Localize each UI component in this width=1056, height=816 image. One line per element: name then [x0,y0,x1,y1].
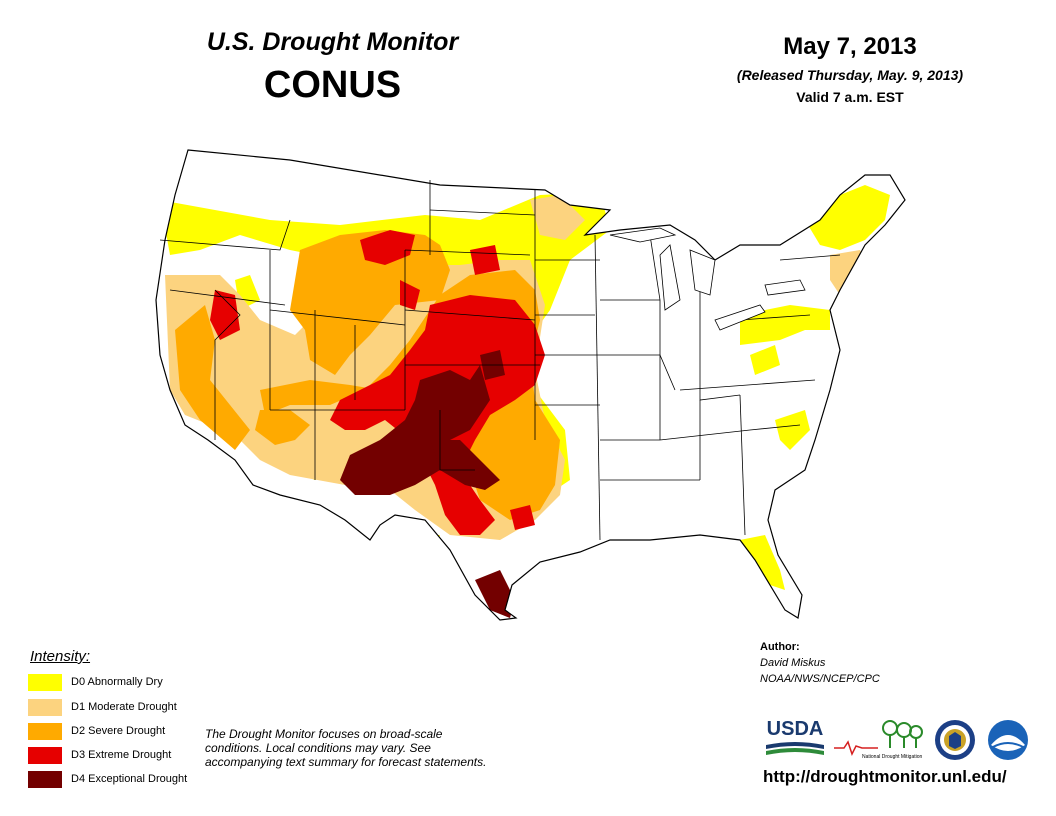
release-date: (Released Thursday, May. 9, 2013) [736,67,964,83]
legend-swatch-d0 [28,674,62,691]
legend-label-d1: D1 Moderate Drought [71,701,177,713]
drought-map [140,140,940,630]
author-heading: Author: [760,641,800,653]
ndmc-logo-text: National Drought Mitigation Center [862,754,924,760]
noaa-logo-icon [987,719,1029,761]
region-title: CONUS [263,64,402,106]
legend-swatch-d3 [28,747,62,764]
state-boundaries [159,180,841,541]
legend-label-d0: D0 Abnormally Dry [71,676,163,688]
legend-swatch-d4 [28,771,62,788]
doc-seal-icon [934,719,976,761]
legend-label-d4: D4 Exceptional Drought [71,773,188,785]
map-title: U.S. Drought Monitor [206,28,459,56]
legend-title: Intensity: [30,648,91,665]
legend-label-d3: D3 Extreme Drought [71,749,172,761]
legend-swatch-d2 [28,723,62,740]
drought-d4-areas [340,350,515,618]
usda-logo: USDA [766,718,824,762]
usda-logo-text: USDA [766,718,824,740]
disclaimer-text: The Drought Monitor focuses on broad-sca… [205,727,487,769]
map-date: May 7, 2013 [783,33,917,60]
website-url[interactable]: http://droughtmonitor.unl.edu/ [763,767,1007,786]
author-name: David Miskus [760,657,826,669]
ndmc-logo: National Drought Mitigation Center [832,718,939,762]
great-lakes [609,227,806,331]
legend-swatch-d1 [28,699,62,716]
author-org: NOAA/NWS/NCEP/CPC [760,673,880,685]
legend-label-d2: D2 Severe Drought [71,725,166,737]
valid-time: Valid 7 a.m. EST [796,89,904,105]
